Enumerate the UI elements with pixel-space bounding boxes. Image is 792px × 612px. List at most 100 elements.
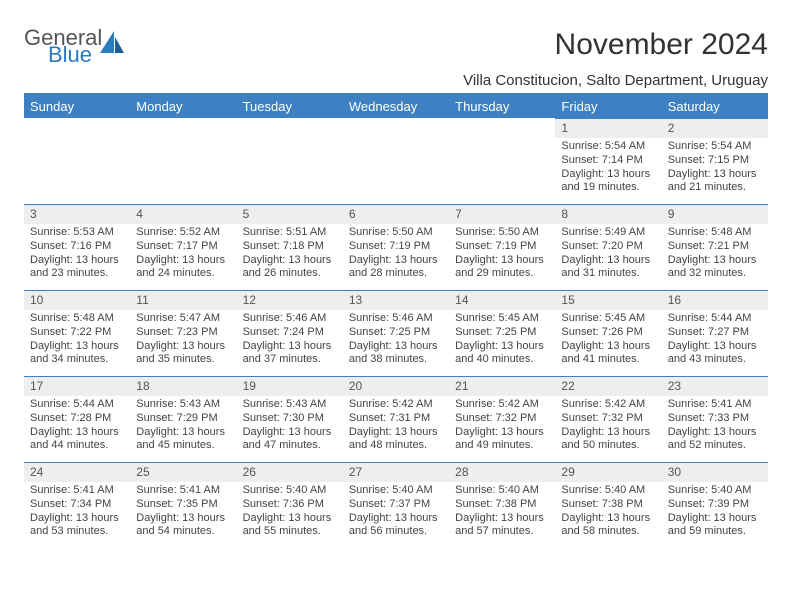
sunrise-text: Sunrise: 5:45 AM [455,312,549,326]
daylight-text-2: and 41 minutes. [561,353,655,367]
daylight-text-2: and 26 minutes. [243,267,337,281]
daylight-text-2: and 34 minutes. [30,353,124,367]
sunset-text: Sunset: 7:34 PM [30,498,124,512]
page: General Blue November 2024 Villa Constit… [0,0,792,568]
daylight-text-1: Daylight: 13 hours [561,254,655,268]
daylight-text-2: and 29 minutes. [455,267,549,281]
day-body: Sunrise: 5:42 AMSunset: 7:32 PMDaylight:… [555,396,661,457]
sunrise-text: Sunrise: 5:46 AM [243,312,337,326]
daylight-text-1: Daylight: 13 hours [349,340,443,354]
daylight-text-2: and 38 minutes. [349,353,443,367]
day-cell: 4Sunrise: 5:52 AMSunset: 7:17 PMDaylight… [130,204,236,290]
day-cell: 9Sunrise: 5:48 AMSunset: 7:21 PMDaylight… [662,204,768,290]
daylight-text-2: and 59 minutes. [668,525,762,539]
day-cell: 24 Sunrise: 5:41 AMSunset: 7:34 PMDayligh… [24,462,130,548]
sunset-text: Sunset: 7:29 PM [136,412,230,426]
daylight-text-2: and 32 minutes. [668,267,762,281]
day-number: 12 [237,290,343,310]
daylight-text-1: Daylight: 13 hours [561,512,655,526]
sunset-text: Sunset: 7:36 PM [243,498,337,512]
sunrise-text: Sunrise: 5:44 AM [668,312,762,326]
day-number: 25 [130,462,236,482]
day-body: Sunrise: 5:50 AMSunset: 7:19 PMDaylight:… [449,224,555,285]
sunrise-text: Sunrise: 5:47 AM [136,312,230,326]
day-body: Sunrise: 5:40 AMSunset: 7:37 PMDaylight:… [343,482,449,543]
day-number: 7 [449,204,555,224]
day-body: Sunrise: 5:41 AMSunset: 7:35 PMDaylight:… [130,482,236,543]
daylight-text-1: Daylight: 13 hours [455,340,549,354]
day-body: Sunrise: 5:45 AMSunset: 7:25 PMDaylight:… [449,310,555,371]
day-cell: 21Sunrise: 5:42 AMSunset: 7:32 PMDayligh… [449,376,555,462]
daylight-text-2: and 58 minutes. [561,525,655,539]
daylight-text-1: Daylight: 13 hours [243,426,337,440]
daylight-text-2: and 21 minutes. [668,181,762,195]
day-number: 17 [24,376,130,396]
day-cell: 15Sunrise: 5:45 AMSunset: 7:26 PMDayligh… [555,290,661,376]
sunrise-text: Sunrise: 5:43 AM [243,398,337,412]
daylight-text-1: Daylight: 13 hours [668,340,762,354]
day-body: Sunrise: 5:54 AMSunset: 7:14 PMDaylight:… [555,138,661,199]
day-body: Sunrise: 5:42 AMSunset: 7:31 PMDaylight:… [343,396,449,457]
daylight-text-2: and 54 minutes. [136,525,230,539]
daylight-text-1: Daylight: 13 hours [136,426,230,440]
sunrise-text: Sunrise: 5:50 AM [455,226,549,240]
sunset-text: Sunset: 7:26 PM [561,326,655,340]
day-cell: 20Sunrise: 5:42 AMSunset: 7:31 PMDayligh… [343,376,449,462]
weekday-label: Tuesday [237,95,343,118]
logo: General Blue [24,28,126,66]
daylight-text-2: and 19 minutes. [561,181,655,195]
day-cell: 2Sunrise: 5:54 AMSunset: 7:15 PMDaylight… [662,118,768,204]
sunrise-text: Sunrise: 5:42 AM [561,398,655,412]
sunset-text: Sunset: 7:19 PM [455,240,549,254]
sunrise-text: Sunrise: 5:42 AM [455,398,549,412]
daylight-text-2: and 28 minutes. [349,267,443,281]
daylight-text-2: and 47 minutes. [243,439,337,453]
sunrise-text: Sunrise: 5:45 AM [561,312,655,326]
daylight-text-2: and 55 minutes. [243,525,337,539]
day-number: 28 [449,462,555,482]
day-body: Sunrise: 5:41 AMSunset: 7:33 PMDaylight:… [662,396,768,457]
day-cell: 29Sunrise: 5:40 AMSunset: 7:38 PMDayligh… [555,462,661,548]
sunrise-text: Sunrise: 5:40 AM [561,484,655,498]
day-number: 26 [237,462,343,482]
day-cell: 1Sunrise: 5:54 AMSunset: 7:14 PMDaylight… [555,118,661,204]
sunset-text: Sunset: 7:32 PM [455,412,549,426]
daylight-text-2: and 50 minutes. [561,439,655,453]
sunset-text: Sunset: 7:25 PM [455,326,549,340]
sunrise-text: Sunrise: 5:43 AM [136,398,230,412]
sail-icon [100,31,126,53]
day-body: Sunrise: 5:47 AMSunset: 7:23 PMDaylight:… [130,310,236,371]
day-body: Sunrise: 5:43 AMSunset: 7:29 PMDaylight:… [130,396,236,457]
day-number: 29 [555,462,661,482]
day-cell: 14Sunrise: 5:45 AMSunset: 7:25 PMDayligh… [449,290,555,376]
day-cell: 23Sunrise: 5:41 AMSunset: 7:33 PMDayligh… [662,376,768,462]
sunrise-text: Sunrise: 5:44 AM [30,398,124,412]
day-cell: 30Sunrise: 5:40 AMSunset: 7:39 PMDayligh… [662,462,768,548]
header: General Blue November 2024 Villa Constit… [24,28,768,89]
daylight-text-1: Daylight: 13 hours [243,340,337,354]
day-number: 9 [662,204,768,224]
day-cell-blank [343,118,449,204]
day-number: 15 [555,290,661,310]
sunrise-text: Sunrise: 5:41 AM [136,484,230,498]
day-cell: 26Sunrise: 5:40 AMSunset: 7:36 PMDayligh… [237,462,343,548]
day-number: 11 [130,290,236,310]
day-cell-blank [24,118,130,204]
sunset-text: Sunset: 7:20 PM [561,240,655,254]
weekday-label: Thursday [449,95,555,118]
day-number: 24 [24,462,130,482]
day-body: Sunrise: 5:43 AMSunset: 7:30 PMDaylight:… [237,396,343,457]
day-cell: 28Sunrise: 5:40 AMSunset: 7:38 PMDayligh… [449,462,555,548]
sunrise-text: Sunrise: 5:41 AM [668,398,762,412]
daylight-text-2: and 23 minutes. [30,267,124,281]
sunrise-text: Sunrise: 5:41 AM [30,484,124,498]
daylight-text-2: and 44 minutes. [30,439,124,453]
daylight-text-1: Daylight: 13 hours [30,512,124,526]
sunrise-text: Sunrise: 5:40 AM [349,484,443,498]
sunset-text: Sunset: 7:28 PM [30,412,124,426]
sunrise-text: Sunrise: 5:51 AM [243,226,337,240]
daylight-text-1: Daylight: 13 hours [136,254,230,268]
day-number: 19 [237,376,343,396]
day-body: Sunrise: 5:52 AMSunset: 7:17 PMDaylight:… [130,224,236,285]
sunrise-text: Sunrise: 5:48 AM [668,226,762,240]
